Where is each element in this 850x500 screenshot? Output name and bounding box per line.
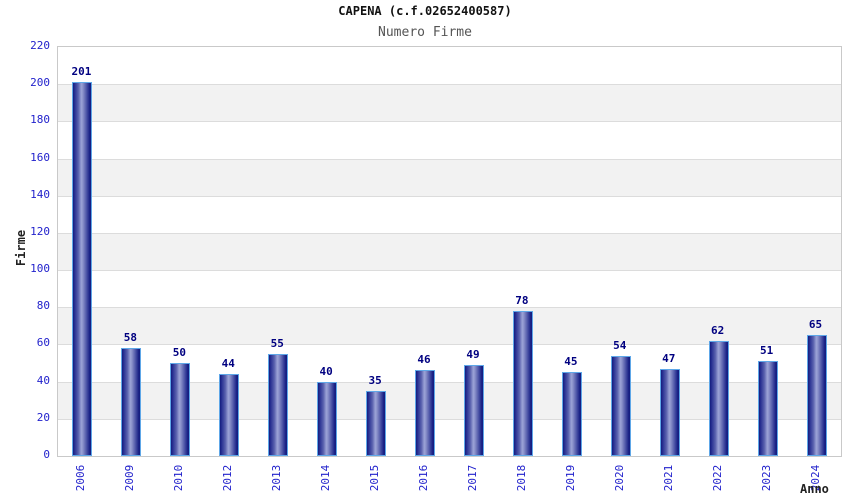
y-tick-label: 0: [43, 448, 50, 461]
grid-band: [58, 121, 841, 159]
gridline: [58, 344, 841, 346]
y-tick-label: 20: [36, 410, 50, 424]
grid-band: [58, 307, 841, 345]
bar: [72, 82, 93, 456]
gridline: [58, 158, 841, 160]
bar: [366, 390, 387, 456]
y-tick-label: 60: [36, 336, 50, 350]
y-tick-label: 140: [30, 187, 50, 201]
bar: [561, 372, 582, 456]
gridline: [58, 307, 841, 309]
y-tick-label: 220: [30, 39, 50, 52]
x-tick-label: 2023: [759, 464, 773, 492]
grid-band: [58, 47, 841, 85]
x-tick-label: 2021: [661, 464, 675, 492]
plot-area: [57, 46, 842, 457]
grid-band: [58, 232, 841, 271]
bar: [659, 368, 680, 456]
bar: [463, 364, 484, 456]
bar: [757, 361, 778, 456]
bar: [806, 335, 827, 456]
gridline: [58, 381, 841, 383]
grid-band: [58, 195, 841, 233]
y-axis-title: Firme: [14, 229, 28, 267]
bar: [708, 340, 729, 456]
x-tick-label: 2019: [563, 464, 577, 492]
chart-subtitle: Numero Firme: [378, 25, 472, 40]
x-tick-label: 2014: [319, 464, 333, 492]
x-tick-label: 2018: [514, 464, 528, 492]
gridline: [58, 121, 841, 123]
bar: [512, 310, 533, 456]
grid-band: [58, 84, 841, 122]
y-tick-label: 160: [30, 150, 50, 164]
x-tick-label: 2012: [221, 464, 235, 492]
x-tick-label: 2020: [612, 464, 626, 492]
grid-band: [58, 270, 841, 308]
bar: [121, 348, 142, 456]
y-tick-label: 80: [36, 299, 50, 313]
bar: [415, 370, 436, 456]
bar: [170, 363, 191, 456]
x-tick-label: 2006: [74, 464, 88, 492]
x-tick-label: 2009: [123, 464, 137, 492]
x-tick-label: 2017: [465, 464, 479, 492]
x-axis-title: Anno: [800, 482, 829, 496]
x-tick-label: 2013: [270, 464, 284, 492]
chart-title: CAPENA (c.f.02652400587): [338, 4, 512, 18]
gridline: [58, 84, 841, 86]
gridline: [58, 418, 841, 420]
bar: [268, 353, 289, 456]
x-tick-label: 2016: [417, 464, 431, 492]
x-tick-label: 2010: [172, 464, 186, 492]
y-tick-label: 180: [30, 113, 50, 127]
bar: [219, 374, 240, 456]
grid-band: [58, 158, 841, 196]
x-tick-label: 2015: [368, 464, 382, 492]
x-tick-label: 2022: [710, 464, 724, 492]
gridline: [58, 232, 841, 234]
y-tick-label: 40: [36, 373, 50, 387]
bar: [317, 381, 338, 456]
gridline: [58, 195, 841, 197]
gridline: [58, 270, 841, 272]
y-tick-label: 200: [30, 76, 50, 90]
bar: [610, 355, 631, 456]
